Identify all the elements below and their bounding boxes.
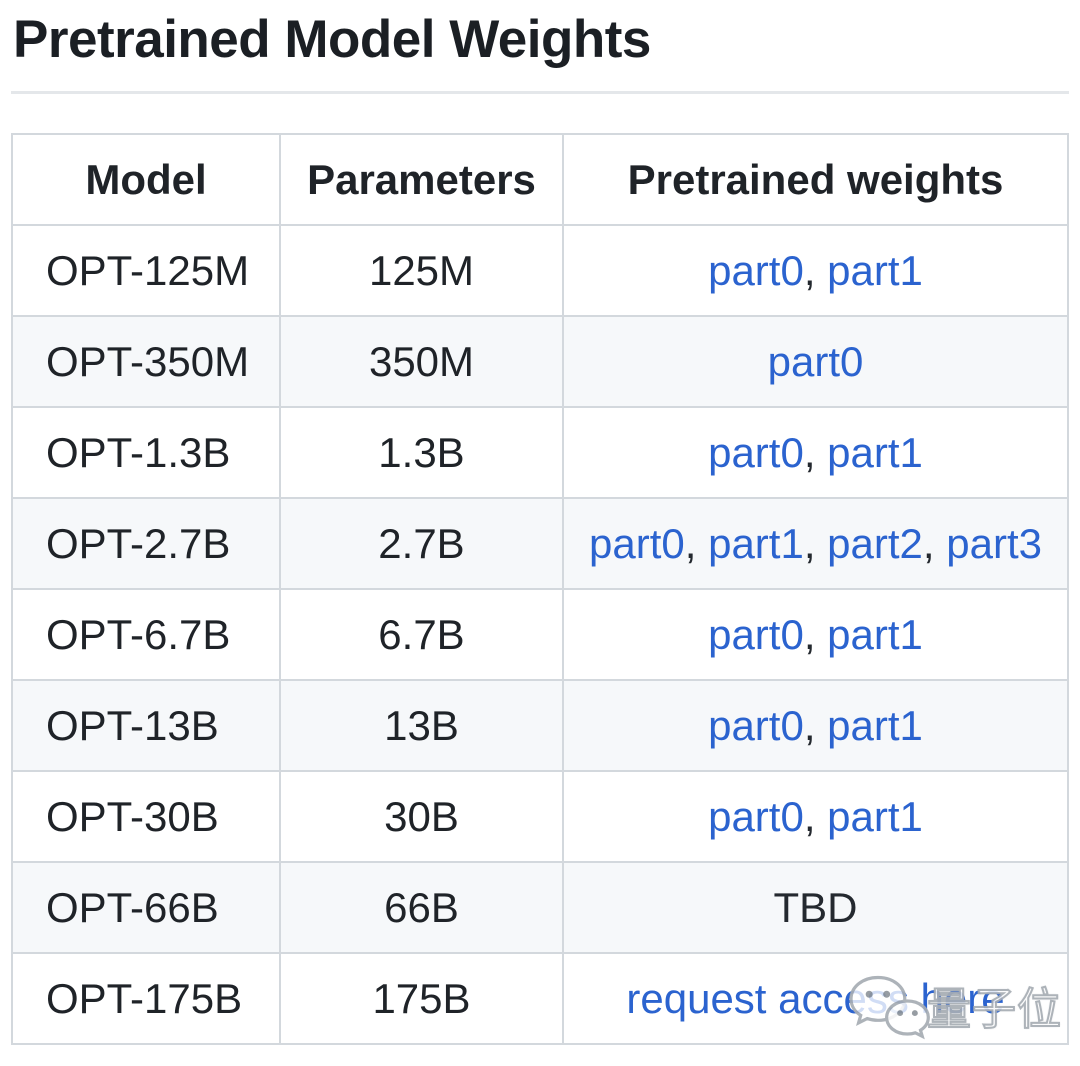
link-separator: ,: [684, 519, 709, 567]
link-separator: ,: [922, 519, 947, 567]
table-row: OPT-30B 30B part0, part1: [11, 770, 1069, 864]
table-row: OPT-175B 175B request access here: [11, 952, 1069, 1046]
column-header-model: Model: [11, 133, 281, 227]
model-cell: OPT-13B: [11, 679, 281, 773]
parameters-cell: 125M: [279, 224, 564, 318]
model-cell: OPT-2.7B: [11, 497, 281, 591]
weight-link[interactable]: part1: [827, 428, 923, 476]
column-header-pretrained-weights: Pretrained weights: [562, 133, 1069, 227]
weight-link[interactable]: part1: [827, 792, 923, 840]
table-row: OPT-125M 125M part0, part1: [11, 224, 1069, 318]
weight-link[interactable]: part0: [767, 337, 864, 385]
parameters-cell: 175B: [279, 952, 564, 1046]
parameters-cell: 2.7B: [279, 497, 564, 591]
weight-link[interactable]: part0: [589, 519, 685, 567]
link-separator: ,: [803, 246, 828, 294]
model-cell: OPT-66B: [11, 861, 281, 955]
weight-link[interactable]: part1: [827, 610, 923, 658]
weight-link[interactable]: part2: [827, 519, 923, 567]
weight-link[interactable]: request access here: [626, 974, 1005, 1022]
model-cell: OPT-30B: [11, 770, 281, 864]
weight-link[interactable]: part0: [708, 792, 804, 840]
weights-cell: TBD: [562, 861, 1069, 955]
link-separator: ,: [803, 701, 828, 749]
model-cell: OPT-1.3B: [11, 406, 281, 500]
plain-value: TBD: [773, 883, 858, 931]
parameters-cell: 350M: [279, 315, 564, 409]
link-separator: ,: [803, 428, 828, 476]
parameters-cell: 66B: [279, 861, 564, 955]
weight-link[interactable]: part0: [708, 428, 804, 476]
weights-cell: part0, part1: [562, 588, 1069, 682]
link-separator: ,: [803, 519, 828, 567]
table-row: OPT-66B 66B TBD: [11, 861, 1069, 955]
table-row: OPT-1.3B 1.3B part0, part1: [11, 406, 1069, 500]
link-separator: ,: [803, 610, 828, 658]
weight-link[interactable]: part0: [708, 246, 804, 294]
page-title: Pretrained Model Weights: [13, 10, 651, 69]
weights-cell: part0, part1: [562, 679, 1069, 773]
weight-link[interactable]: part0: [708, 701, 804, 749]
weight-link[interactable]: part1: [827, 701, 923, 749]
title-divider: [11, 91, 1069, 95]
model-cell: OPT-350M: [11, 315, 281, 409]
weights-cell: part0, part1: [562, 406, 1069, 500]
parameters-cell: 13B: [279, 679, 564, 773]
model-cell: OPT-175B: [11, 952, 281, 1046]
parameters-cell: 1.3B: [279, 406, 564, 500]
table-header-row: Model Parameters Pretrained weights: [11, 133, 1069, 227]
model-cell: OPT-125M: [11, 224, 281, 318]
weight-link[interactable]: part3: [946, 519, 1042, 567]
parameters-cell: 6.7B: [279, 588, 564, 682]
parameters-cell: 30B: [279, 770, 564, 864]
weights-cell: part0, part1: [562, 770, 1069, 864]
weights-cell: part0: [562, 315, 1069, 409]
table-row: OPT-6.7B 6.7B part0, part1: [11, 588, 1069, 682]
model-cell: OPT-6.7B: [11, 588, 281, 682]
weight-link[interactable]: part1: [827, 246, 923, 294]
pretrained-weights-table: Model Parameters Pretrained weights OPT-…: [11, 133, 1069, 1046]
weight-link[interactable]: part0: [708, 610, 804, 658]
weights-cell: part0, part1, part2, part3: [562, 497, 1069, 591]
table-row: OPT-350M 350M part0: [11, 315, 1069, 409]
weight-link[interactable]: part1: [708, 519, 804, 567]
link-separator: ,: [803, 792, 828, 840]
weights-cell: request access here: [562, 952, 1069, 1046]
weights-cell: part0, part1: [562, 224, 1069, 318]
column-header-parameters: Parameters: [279, 133, 564, 227]
table-row: OPT-2.7B 2.7B part0, part1, part2, part3: [11, 497, 1069, 591]
table-row: OPT-13B 13B part0, part1: [11, 679, 1069, 773]
